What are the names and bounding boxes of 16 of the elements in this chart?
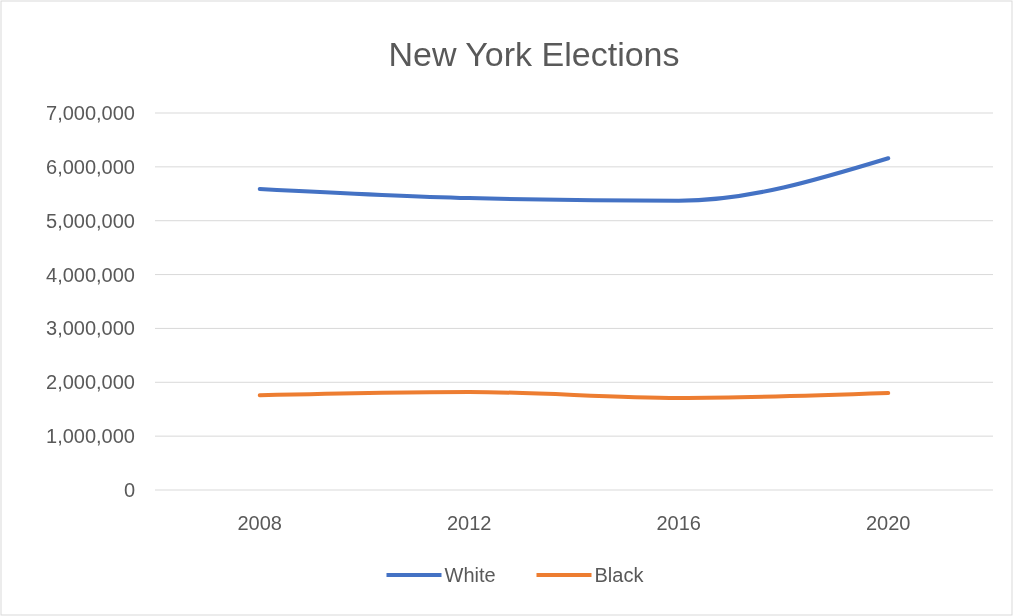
y-tick-label: 6,000,000: [46, 155, 135, 178]
line-series: [257, 156, 891, 203]
x-tick-label: 2012: [447, 512, 492, 534]
y-tick-label: 3,000,000: [46, 317, 135, 340]
x-tick-label: 2008: [237, 512, 282, 534]
chart-title: New York Elections: [388, 35, 680, 73]
y-tick-label: 0: [123, 479, 135, 501]
y-tick-label: 2,000,000: [46, 371, 135, 394]
legend-label: White: [444, 564, 496, 586]
x-tick-label: 2020: [866, 512, 911, 534]
y-tick-label: 4,000,000: [46, 263, 135, 286]
x-tick-label: 2016: [656, 512, 701, 534]
y-tick-label: 5,000,000: [46, 209, 135, 232]
legend-label: Black: [594, 564, 645, 586]
y-tick-label: 7,000,000: [46, 102, 135, 124]
y-tick-label: 1,000,000: [46, 425, 135, 448]
